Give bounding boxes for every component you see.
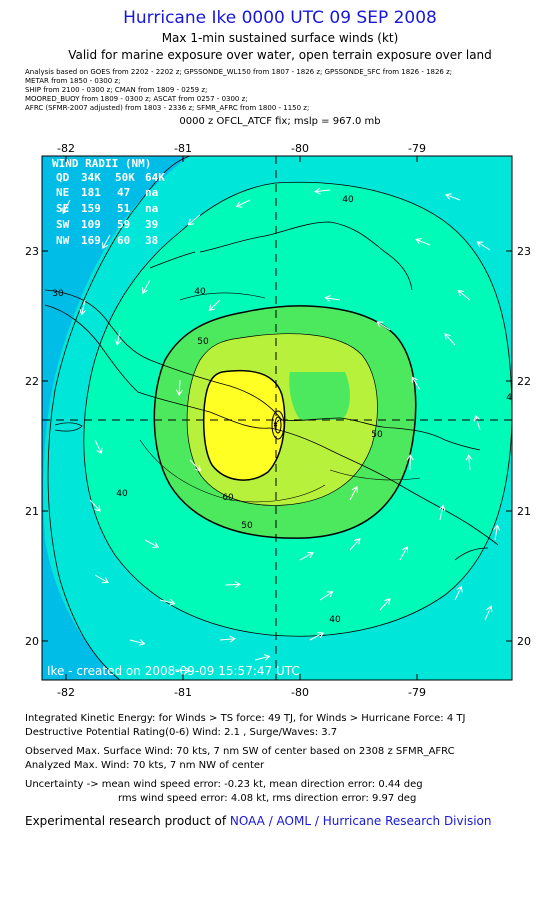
analysis-sources-line-4: MOORED_BUOY from 1809 - 0300 z; ASCAT fr… [25, 95, 248, 103]
wind-contours: 40 40 40 40 40 50 50 50 60 30 WIND RADII… [42, 156, 518, 680]
lon-tick-label: -81 [174, 686, 192, 699]
inner-green-pocket [289, 372, 350, 420]
lon-tick-label: -80 [291, 142, 309, 155]
contour-label: 50 [371, 430, 383, 440]
credit-line: Experimental research product of NOAA / … [25, 814, 491, 828]
contour-label: 50 [197, 337, 209, 347]
analysis-sources-line-3: SHIP from 2100 - 0300 z; CMAN from 1809 … [25, 86, 208, 94]
storm-fix: 0000 z OFCL_ATCF fix; mslp = 967.0 mb [179, 116, 381, 127]
longitude-labels-top: -82 -81 -80 -79 [57, 142, 426, 155]
ike-summary: Integrated Kinetic Energy: for Winds > T… [25, 713, 466, 724]
wind-radii-table: WIND RADII (NM) QD 34K 50K 64K NE 181 47 na SE… [52, 157, 165, 247]
map-title: Hurricane Ike 0000 UTC 09 SEP 2008 [123, 8, 437, 28]
lon-tick-label: -82 [57, 686, 75, 699]
contour-lines [47, 156, 512, 680]
lon-tick-label: -79 [408, 142, 426, 155]
analyzed-max-wind: Analyzed Max. Wind: 70 kts, 7 nm NW of c… [25, 760, 265, 771]
contour-label: 30 [52, 289, 64, 299]
wind-radii-row: SW 109 59 39 [56, 218, 158, 231]
credit-organization[interactable]: NOAA / AOML / Hurricane Research Divisio… [229, 814, 492, 828]
credit-prefix: Experimental research product of [25, 814, 230, 828]
longitude-labels-bottom: -82 -81 -80 -79 [57, 686, 426, 699]
destructive-potential: Destructive Potential Rating(0-6) Wind: … [25, 727, 338, 738]
creation-watermark: Ike - created on 2008-09-09 15:57:47 UTC [47, 664, 300, 678]
wind-radii-title: WIND RADII (NM) [52, 157, 151, 170]
lon-tick-label: -81 [174, 142, 192, 155]
lat-tick-label: 23 [25, 245, 39, 258]
wind-vectors [62, 187, 501, 674]
contour-label: 40 [116, 489, 128, 499]
tick-marks [42, 156, 512, 680]
lat-tick-label: 22 [25, 375, 39, 388]
analysis-sources-line-2: METAR from 1850 - 0300 z; [25, 77, 121, 85]
latitude-labels-left: 23 22 21 20 [25, 245, 39, 648]
lon-tick-label: -82 [57, 142, 75, 155]
plot-frame [41, 155, 513, 681]
contour-value-labels: 40 40 40 40 40 50 50 50 60 30 [52, 195, 518, 625]
lat-tick-label: 23 [517, 245, 531, 258]
lat-tick-label: 21 [25, 505, 39, 518]
lat-tick-label: 21 [517, 505, 531, 518]
contour-label: 40 [329, 615, 341, 625]
map-subtitle: Max 1-min sustained surface winds (kt) [161, 31, 399, 45]
latitude-labels-right: 23 22 21 20 [517, 245, 531, 648]
observed-max-wind: Observed Max. Surface Wind: 70 kts, 7 nm… [25, 746, 455, 757]
contour-label: 40 [342, 195, 354, 205]
contour-label: 40 [194, 287, 206, 297]
contour-label: 60 [222, 493, 234, 503]
wind-radii-header: QD 34K 50K 64K [56, 171, 165, 184]
contour-label: 50 [241, 521, 253, 531]
lat-tick-label: 22 [517, 375, 531, 388]
validity-note: Valid for marine exposure over water, op… [68, 48, 492, 62]
analysis-sources-line-5: AFRC (SFMR-2007 adjusted) from 1803 - 23… [25, 104, 310, 112]
uncertainty-mean: Uncertainty -> mean wind speed error: -0… [25, 779, 423, 790]
contour-label: 40 [506, 393, 518, 403]
wind-radii-row: SE 159 51 na [56, 202, 158, 215]
lon-tick-label: -79 [408, 686, 426, 699]
wind-field-map: 40 40 40 40 40 50 50 50 60 30 WIND RADII… [25, 142, 531, 699]
wind-radii-row: NW 169 60 38 [56, 234, 158, 247]
lat-tick-label: 20 [517, 635, 531, 648]
lon-tick-label: -80 [291, 686, 309, 699]
analysis-sources-line-1: Analysis based on GOES from 2202 - 2202 … [25, 68, 453, 76]
lat-tick-label: 20 [25, 635, 39, 648]
wind-radii-row: NE 181 47 na [56, 186, 158, 199]
uncertainty-rms: rms wind speed error: 4.08 kt, rms direc… [118, 793, 417, 804]
coastlines [44, 221, 499, 561]
